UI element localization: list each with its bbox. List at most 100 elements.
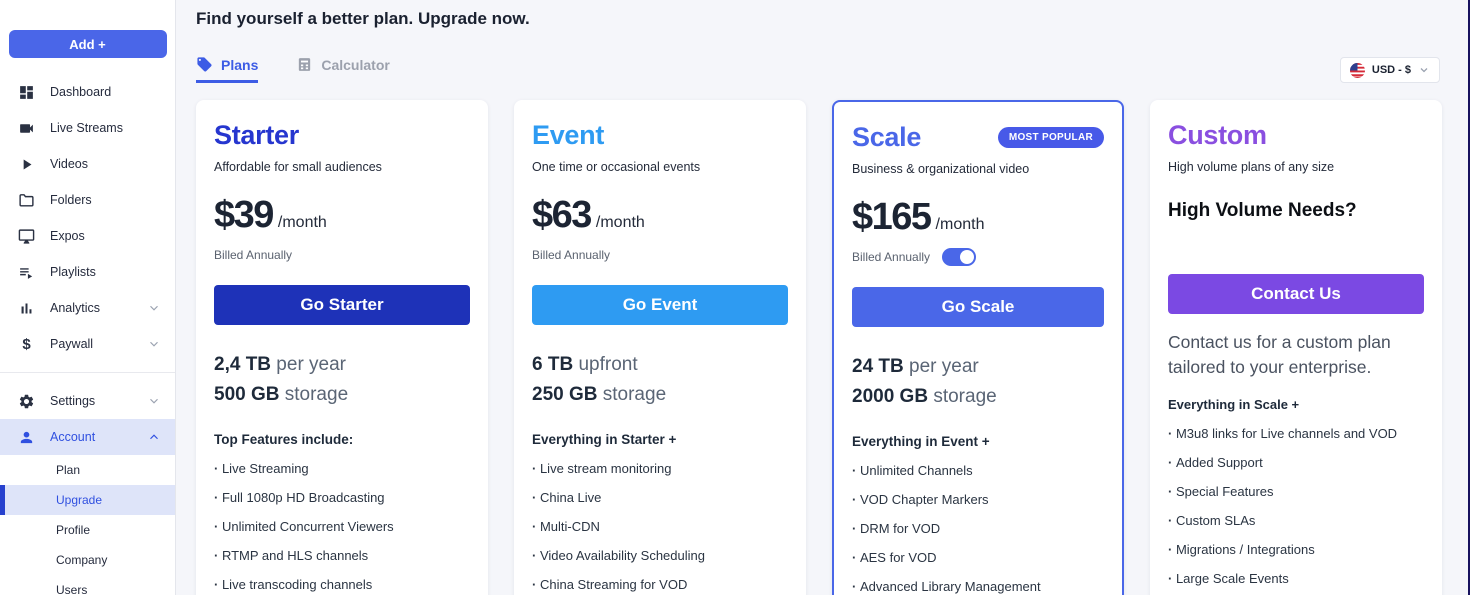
gear-icon — [18, 393, 35, 410]
sidebar-subitem-upgrade[interactable]: Upgrade — [0, 485, 175, 515]
sidebar-subitem-users[interactable]: Users — [0, 575, 175, 595]
pricing-cards: Starter Affordable for small audiences $… — [196, 100, 1442, 595]
chevron-down-icon — [147, 337, 161, 351]
feature-item: VOD Chapter Markers — [852, 492, 1104, 507]
screen-right-edge — [1468, 0, 1470, 595]
sidebar-subitem-profile[interactable]: Profile — [0, 515, 175, 545]
plan-period: /month — [277, 214, 327, 231]
plan-specs: 6 TB upfront 250 GB storage — [532, 350, 788, 410]
subitem-label: Users — [56, 583, 88, 595]
playlist-icon — [18, 264, 35, 281]
add-button[interactable]: Add + — [8, 30, 167, 58]
sidebar-item-label: Analytics — [50, 301, 101, 315]
features-list: M3u8 links for Live channels and VOD Add… — [1168, 426, 1424, 595]
currency-selector[interactable]: USD - $ — [1339, 57, 1440, 83]
feature-item: Multi-CDN — [532, 519, 788, 534]
feature-item: Special Features — [1168, 484, 1424, 499]
plan-price: $39 — [214, 194, 274, 236]
billing-note: Billed Annually — [214, 248, 293, 262]
tab-plans[interactable]: Plans — [196, 56, 259, 83]
plan-period: /month — [935, 216, 985, 233]
sidebar-item-dashboard[interactable]: Dashboard — [0, 74, 175, 110]
billing-note: Billed Annually — [532, 248, 611, 262]
bandwidth-value: 2,4 TB — [214, 354, 272, 375]
feature-item: Advanced Library Management — [852, 579, 1104, 594]
calculator-icon — [296, 56, 313, 73]
features-title: Everything in Starter + — [532, 432, 677, 447]
subitem-label: Upgrade — [56, 493, 103, 507]
feature-item: Live stream monitoring — [532, 461, 788, 476]
contact-us-button[interactable]: Contact Us — [1168, 274, 1424, 314]
plan-card-event: Event One time or occasional events $63 … — [514, 100, 806, 595]
price-row: $165 /month — [852, 196, 1104, 239]
sidebar-item-analytics[interactable]: Analytics — [0, 290, 175, 326]
folder-icon — [18, 192, 35, 209]
feature-item: Live transcoding channels — [214, 577, 470, 592]
feature-item: Added Support — [1168, 455, 1424, 470]
chevron-down-icon — [1418, 64, 1430, 76]
plan-name: Scale — [852, 122, 922, 152]
feature-item: DRM for VOD — [852, 521, 1104, 536]
sidebar-item-account[interactable]: Account — [0, 419, 175, 455]
price-row: $39 /month — [214, 194, 470, 237]
tab-label: Calculator — [321, 56, 390, 73]
feature-item: Custom SLAs — [1168, 513, 1424, 528]
features-title: Everything in Event + — [852, 434, 990, 449]
plan-period: /month — [595, 214, 645, 231]
sidebar-item-label: Settings — [50, 394, 96, 408]
sidebar-item-label: Live Streams — [50, 121, 123, 135]
dollar-icon: $ — [22, 335, 31, 353]
sidebar-item-label: Videos — [50, 157, 88, 171]
bandwidth-unit: per year — [903, 356, 979, 377]
features-list: Live Streaming Full 1080p HD Broadcastin… — [214, 461, 470, 595]
dashboard-icon — [18, 84, 35, 101]
subitem-label: Company — [56, 553, 108, 567]
sidebar-item-paywall[interactable]: $ Paywall — [0, 326, 175, 362]
plan-name: Starter — [214, 120, 299, 150]
sidebar-subitem-plan[interactable]: Plan — [0, 455, 175, 485]
sidebar-item-label: Playlists — [50, 265, 96, 279]
chevron-down-icon — [147, 394, 161, 408]
page-title: Find yourself a better plan. Upgrade now… — [196, 9, 530, 28]
go-starter-button[interactable]: Go Starter — [214, 285, 470, 325]
tab-label: Plans — [221, 56, 259, 73]
price-row: $63 /month — [532, 194, 788, 237]
storage-unit: storage — [928, 386, 997, 407]
plan-tagline: Affordable for small audiences — [214, 160, 382, 174]
custom-heading: High Volume Needs? — [1168, 200, 1357, 221]
sidebar-item-live-streams[interactable]: Live Streams — [0, 110, 175, 146]
sidebar-item-expos[interactable]: Expos — [0, 218, 175, 254]
sidebar-item-videos[interactable]: Videos — [0, 146, 175, 182]
us-flag-icon — [1349, 62, 1365, 78]
go-event-button[interactable]: Go Event — [532, 285, 788, 325]
go-scale-button[interactable]: Go Scale — [852, 287, 1104, 327]
storage-unit: storage — [597, 384, 667, 405]
bandwidth-value: 6 TB — [532, 354, 574, 375]
bar-chart-icon — [18, 300, 35, 317]
sidebar-item-playlists[interactable]: Playlists — [0, 254, 175, 290]
billing-toggle[interactable] — [942, 248, 977, 266]
sidebar-subitem-company[interactable]: Company — [0, 545, 175, 575]
feature-item: M3u8 links for Live channels and VOD — [1168, 426, 1424, 441]
features-list: Unlimited Channels VOD Chapter Markers D… — [852, 463, 1104, 595]
feature-item: Migrations / Integrations — [1168, 542, 1424, 557]
plan-card-scale: Scale MOST POPULAR Business & organizati… — [832, 100, 1124, 595]
plan-price: $165 — [852, 196, 932, 238]
sidebar-item-label: Paywall — [50, 337, 94, 351]
feature-item: China Streaming for VOD — [532, 577, 788, 592]
tabs: Plans Calculator — [196, 56, 1470, 83]
subitem-label: Profile — [56, 523, 91, 537]
sidebar-item-settings[interactable]: Settings — [0, 383, 175, 419]
sidebar-item-label: Dashboard — [50, 85, 112, 99]
plan-card-starter: Starter Affordable for small audiences $… — [196, 100, 488, 595]
tab-calculator[interactable]: Calculator — [296, 56, 390, 83]
toggle-knob — [960, 250, 975, 264]
chevron-down-icon — [147, 301, 161, 315]
main-content: Find yourself a better plan. Upgrade now… — [177, 0, 1470, 595]
sidebar-item-label: Account — [50, 430, 96, 444]
billing-note: Billed Annually — [852, 250, 931, 264]
sidebar-item-folders[interactable]: Folders — [0, 182, 175, 218]
feature-item: Unlimited Channels — [852, 463, 1104, 478]
features-title: Top Features include: — [214, 432, 354, 447]
feature-item: Unlimited Concurrent Viewers — [214, 519, 470, 534]
